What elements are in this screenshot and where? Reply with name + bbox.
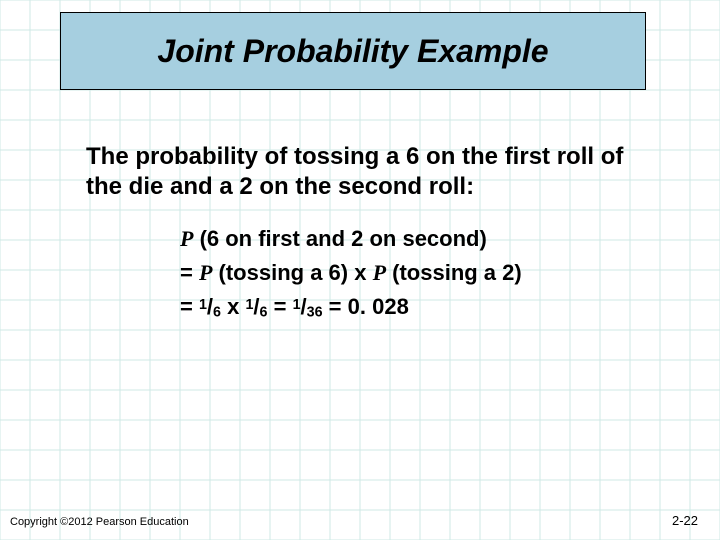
eq2-prefix: =: [180, 260, 199, 285]
eq2-mid2: (tossing a 2): [386, 260, 522, 285]
equation-line-3: = 1/6 x 1/6 = 1/36 = 0. 028: [180, 290, 650, 324]
frac1-num: 1: [199, 297, 207, 313]
page-number: 2-22: [672, 513, 698, 528]
result-value: 0. 028: [348, 294, 409, 319]
slide-title: Joint Probability Example: [157, 33, 548, 70]
copyright-text: Copyright ©2012 Pearson Education: [10, 516, 189, 528]
p-symbol: P: [199, 260, 212, 285]
result-prefix: =: [323, 294, 348, 319]
title-box: Joint Probability Example: [60, 12, 646, 90]
p-symbol: P: [180, 226, 193, 251]
frac3-den: 36: [307, 305, 323, 321]
eq1-text: (6 on first and 2 on second): [193, 226, 486, 251]
eq2-mid1: (tossing a 6) x: [212, 260, 372, 285]
eq3-prefix: =: [180, 294, 199, 319]
equation-line-2: = P (tossing a 6) x P (tossing a 2): [180, 256, 650, 290]
equation-block: P (6 on first and 2 on second) = P (toss…: [180, 222, 650, 324]
slide: Joint Probability Example The probabilit…: [0, 0, 720, 540]
frac1-den: 6: [213, 305, 221, 321]
times-1: x: [221, 294, 245, 319]
frac2-den: 6: [260, 305, 268, 321]
problem-statement: The probability of tossing a 6 on the fi…: [86, 142, 646, 202]
p-symbol: P: [373, 260, 386, 285]
frac3-num: 1: [293, 297, 301, 313]
equals-1: =: [268, 294, 293, 319]
equation-line-1: P (6 on first and 2 on second): [180, 222, 650, 256]
